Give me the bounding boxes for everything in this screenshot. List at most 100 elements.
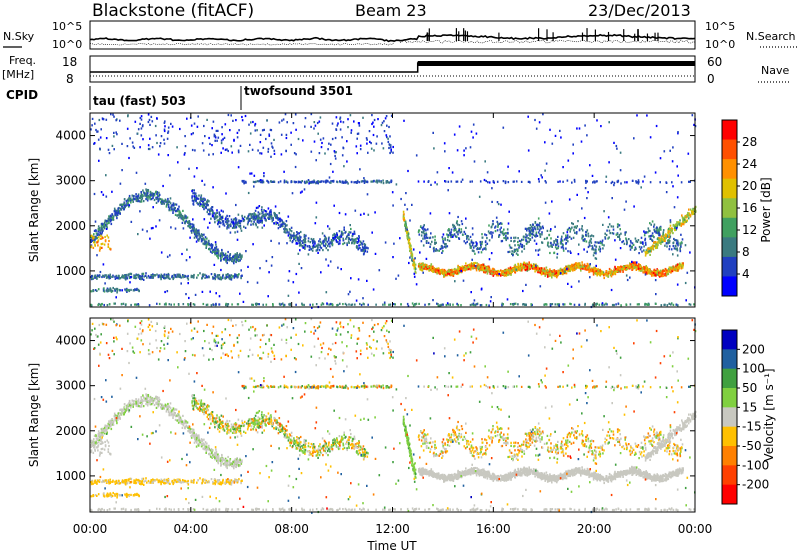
power-echo [285, 180, 288, 183]
power-echo [226, 275, 228, 279]
power-echo [356, 152, 358, 155]
power-echo [640, 269, 642, 272]
power-echo [189, 225, 192, 228]
power-echo [226, 254, 229, 257]
power-echo [297, 137, 300, 141]
power-echo [240, 257, 243, 260]
power-echo [164, 125, 166, 128]
power-echo [523, 235, 525, 238]
noise-left-tick-bottom: 10^0 [52, 38, 82, 51]
power-echo [581, 229, 584, 232]
power-echo [201, 197, 203, 200]
power-echo [192, 275, 195, 278]
power-echo [571, 226, 573, 229]
power-echo [273, 211, 275, 215]
power-echo [114, 289, 116, 292]
power-echo [286, 224, 288, 227]
power-echo [517, 262, 519, 265]
power-echo [249, 132, 252, 135]
power-echo [114, 277, 117, 280]
power-echo [225, 260, 227, 263]
power-echo [356, 237, 358, 240]
power-echo [348, 231, 350, 234]
power-echo [651, 220, 654, 223]
power-echo [681, 216, 684, 219]
power-echo [499, 274, 502, 277]
power-echo [346, 181, 348, 184]
power-echo [295, 234, 298, 237]
power-echo [435, 270, 438, 273]
power-echo [163, 142, 166, 145]
power-echo [272, 146, 274, 149]
power-echo [236, 230, 239, 233]
power-echo [325, 247, 328, 250]
power-echo [233, 259, 236, 262]
power-echo [216, 215, 219, 218]
power-echo [471, 244, 474, 247]
power-echo [647, 247, 649, 250]
power-echo [593, 244, 596, 247]
power-echo [322, 244, 325, 247]
power-echo [678, 267, 681, 270]
power-echo [662, 274, 664, 277]
power-echo [644, 254, 647, 257]
power-echo [208, 239, 210, 242]
power-echo [286, 231, 288, 234]
power-echo [175, 203, 178, 206]
power-echo [156, 117, 158, 120]
power-echo [672, 232, 674, 235]
power-echo [194, 233, 196, 236]
power-echo [280, 133, 283, 136]
power-echo [479, 240, 482, 244]
power-echo [453, 224, 456, 227]
power-echo [184, 135, 186, 138]
power-echo [257, 211, 260, 214]
power-echo [216, 219, 219, 222]
power-echo [424, 237, 426, 240]
power-echo [485, 234, 488, 237]
power-echo [304, 244, 307, 247]
power-echo [471, 233, 474, 236]
power-echo [581, 225, 583, 228]
power-echo [670, 248, 673, 251]
power-echo [156, 193, 158, 196]
power-echo [236, 136, 239, 139]
power-echo [290, 237, 293, 240]
power-echo [523, 266, 525, 269]
power-echo [486, 266, 489, 269]
power-echo [334, 235, 337, 239]
power-echo [599, 250, 601, 253]
power-echo [148, 276, 151, 279]
power-echo [562, 249, 565, 252]
power-echo [643, 245, 645, 248]
power-echo [550, 242, 552, 245]
power-echo [651, 274, 653, 277]
power-echo [505, 271, 507, 274]
power-echo [146, 192, 149, 195]
power-echo [147, 113, 150, 116]
power-echo [592, 273, 595, 276]
power-echo [173, 204, 175, 207]
power-echo [689, 208, 692, 211]
power-echo [93, 142, 95, 145]
power-echo [372, 133, 375, 137]
power-echo [320, 180, 322, 183]
power-echo [439, 272, 441, 276]
power-echo [195, 196, 197, 199]
power-echo [428, 236, 431, 240]
power-echo [522, 238, 525, 241]
power-echo [312, 238, 315, 241]
power-echo [198, 237, 201, 241]
power-echo [104, 220, 106, 223]
power-echo [526, 241, 529, 244]
power-echo [270, 180, 272, 183]
power-echo [199, 272, 201, 275]
power-echo [127, 198, 129, 201]
power-echo [367, 247, 369, 250]
power-echo [257, 206, 259, 209]
power-echo [579, 262, 581, 265]
power-echo [160, 278, 162, 281]
power-echo [453, 229, 455, 232]
power-echo [171, 207, 173, 210]
power-echo [316, 180, 318, 184]
